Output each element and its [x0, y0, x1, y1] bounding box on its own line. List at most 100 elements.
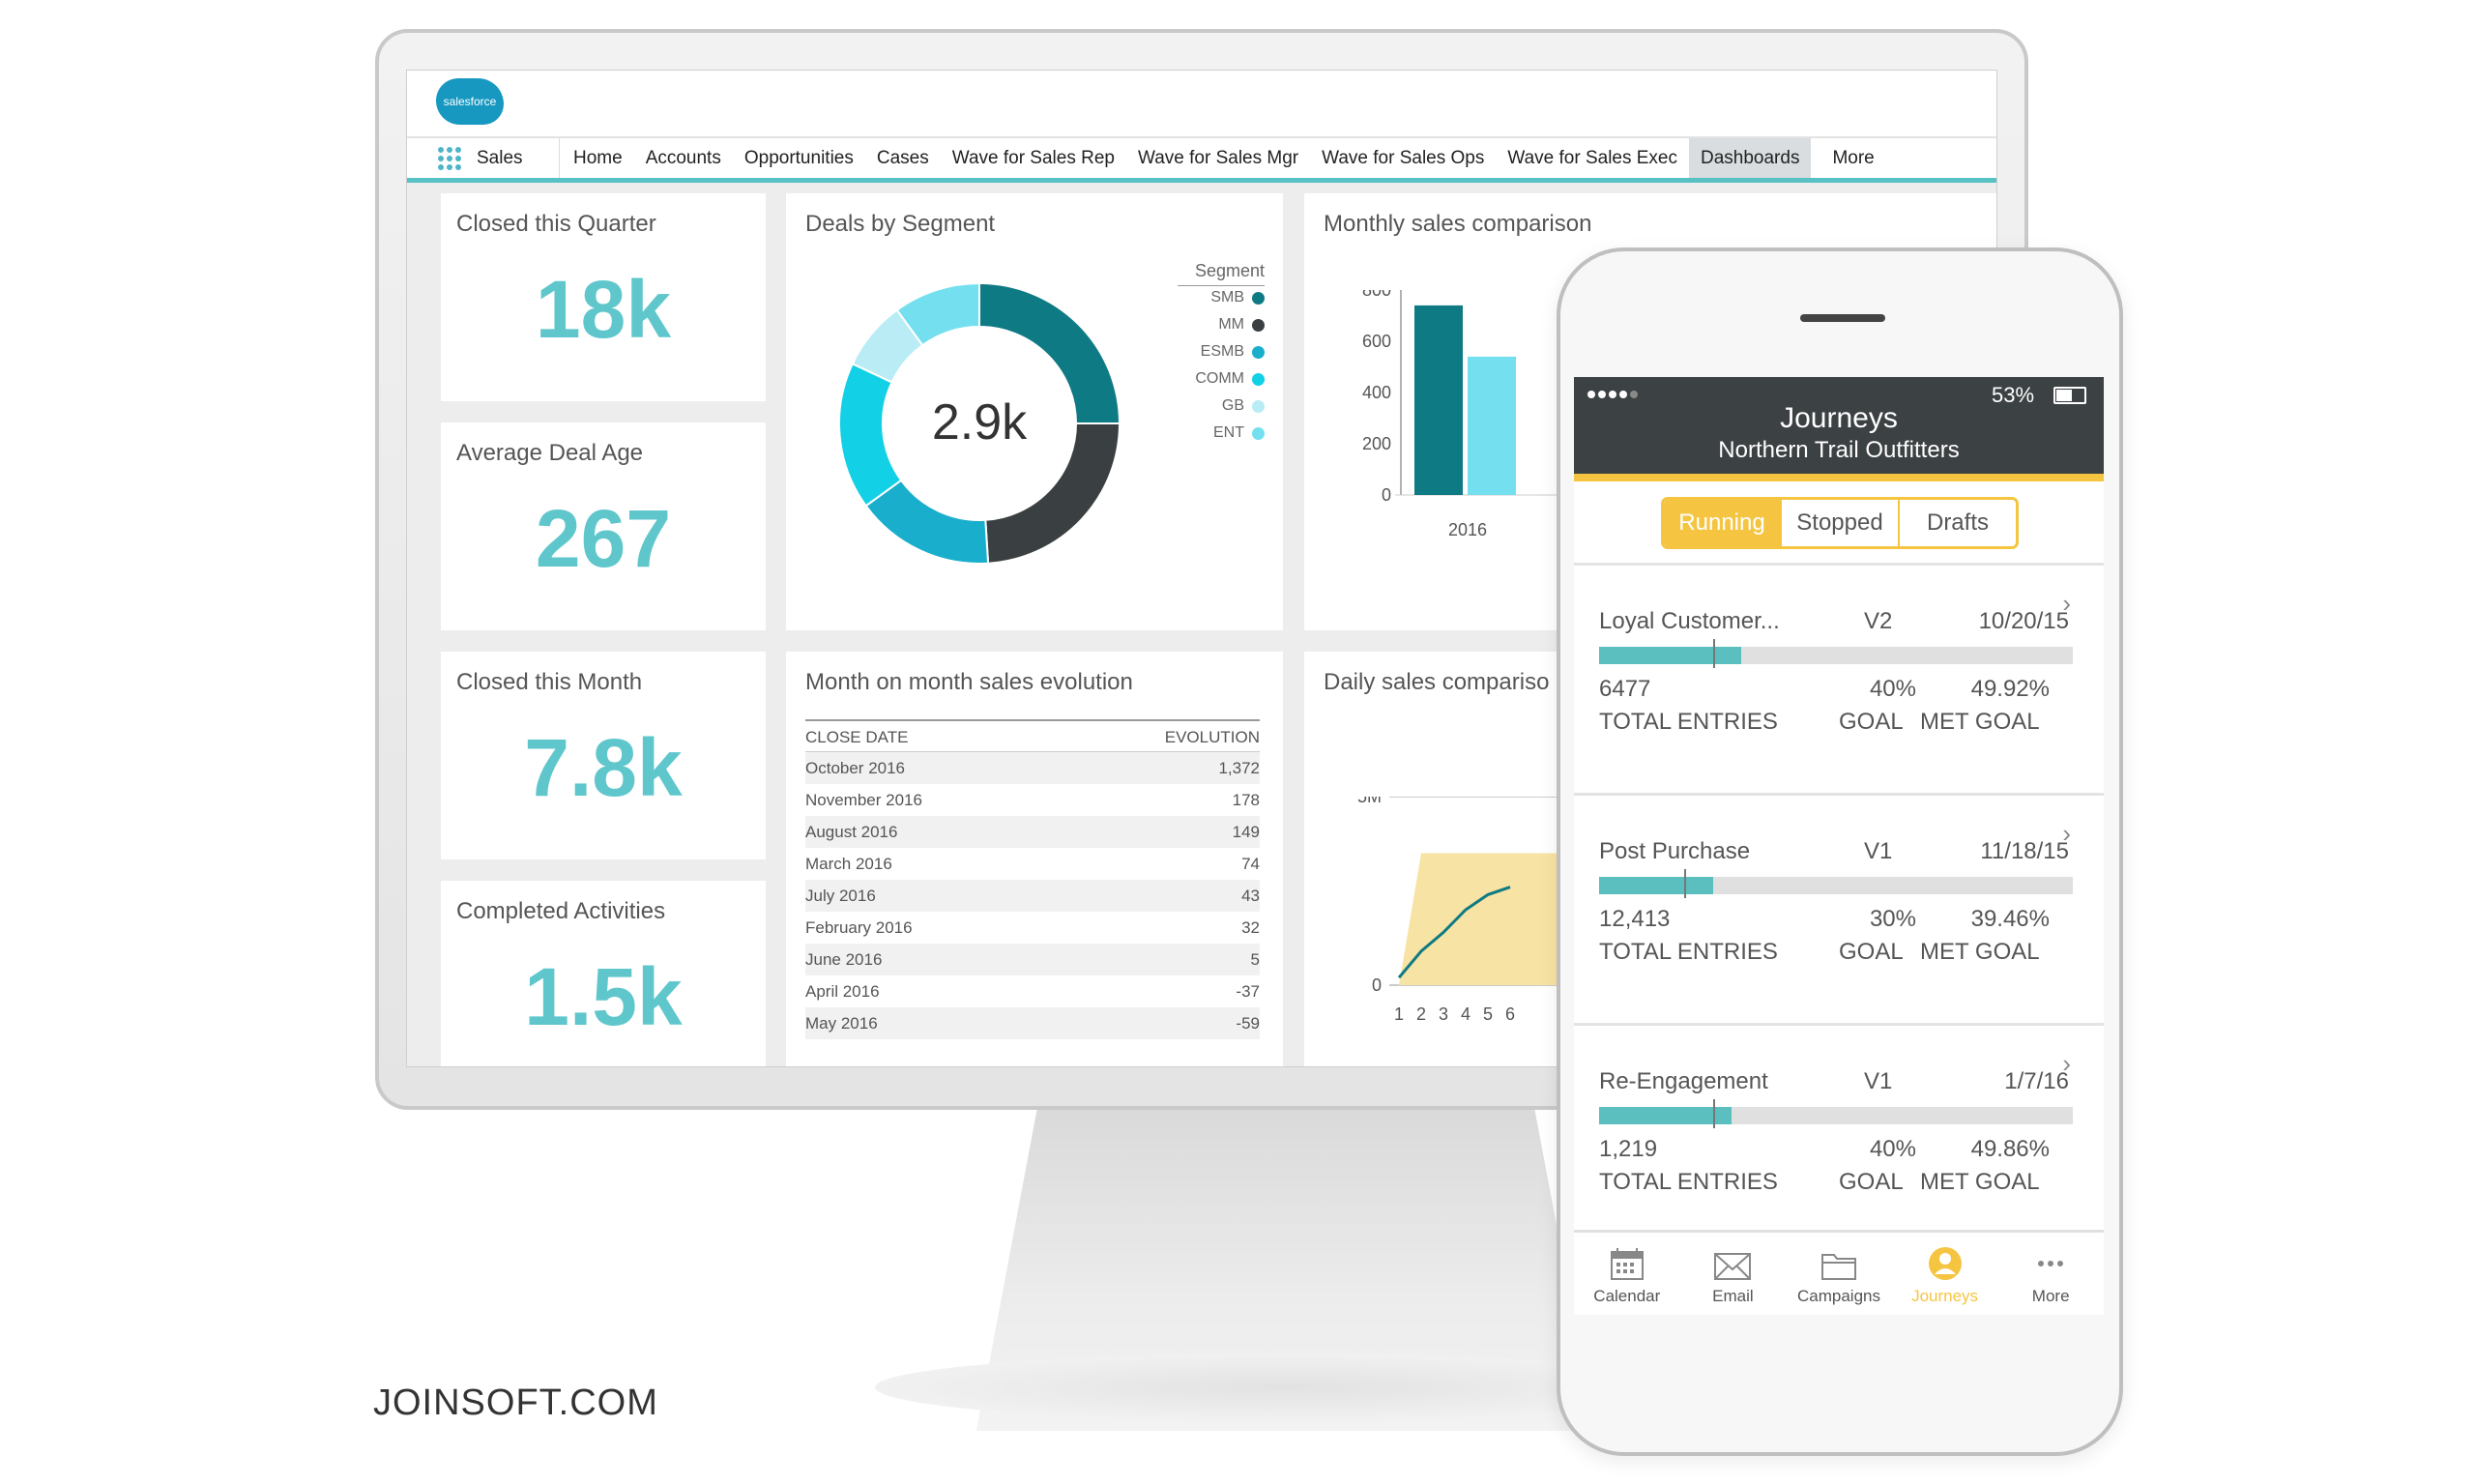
- legend-swatch: [1252, 372, 1265, 386]
- battery-percentage: 53%: [1992, 383, 2035, 407]
- journey-met-goal: 49.92%: [1970, 676, 2050, 702]
- kpi-value: 1.5k: [524, 951, 683, 1042]
- legend-swatch: [1252, 345, 1265, 359]
- journey-progress-fill: [1599, 877, 1713, 894]
- table-row[interactable]: February 2016 32: [805, 912, 1260, 944]
- brand-watermark: JOINSOFT.COM: [373, 1382, 658, 1423]
- x-tick-label: 3: [1439, 1004, 1448, 1024]
- salesforce-header: salesforce: [407, 71, 1996, 136]
- kpi-card-completed-activities: Completed Activities 1.5k: [441, 881, 766, 1066]
- segment-stopped[interactable]: Stopped: [1780, 500, 1898, 546]
- journey-card-loyal-customer[interactable]: › Loyal Customer... V2 10/20/15 6477 40% 49.92…: [1574, 563, 2104, 791]
- table-row[interactable]: April 2016 -37: [805, 975, 1260, 1007]
- table-row[interactable]: June 2016 5: [805, 944, 1260, 975]
- tab-more[interactable]: More: [1997, 1233, 2104, 1315]
- journey-card-re-engagement[interactable]: › Re-Engagement V1 1/7/16 1,219 40% 49.86% TOTA…: [1574, 1023, 2104, 1251]
- cell-evolution: 32: [1241, 917, 1260, 937]
- kpi-value: 7.8k: [524, 722, 683, 813]
- table-row[interactable]: March 2016 74: [805, 848, 1260, 880]
- bar-2016-series-2[interactable]: [1468, 356, 1516, 495]
- salesforce-logo[interactable]: salesforce: [436, 78, 504, 125]
- legend-item-mm[interactable]: MM: [1163, 314, 1265, 335]
- donut-slice-comm[interactable]: [838, 362, 903, 508]
- cell-evolution: 1,372: [1218, 758, 1260, 777]
- tab-label: Journeys: [1911, 1287, 1979, 1305]
- tab-label: Campaigns: [1796, 1287, 1880, 1305]
- tab-calendar[interactable]: Calendar: [1574, 1233, 1680, 1315]
- legend-label: ENT: [1213, 424, 1244, 441]
- folder-icon: [1818, 1244, 1860, 1287]
- y-tick-label: 0: [1372, 975, 1382, 995]
- journey-name: Post Purchase: [1599, 838, 1751, 864]
- chevron-right-icon[interactable]: ›: [2062, 819, 2071, 848]
- legend-item-esmb[interactable]: ESMB: [1163, 341, 1265, 363]
- nav-item-more[interactable]: More: [1832, 147, 1875, 168]
- legend-title: Segment: [1178, 261, 1265, 286]
- status-segmented-control: Running Stopped Drafts: [1661, 497, 2019, 549]
- bar-2016-series-1[interactable]: [1414, 305, 1463, 495]
- month-evolution-card: Month on month sales evolution CLOSE DAT…: [786, 652, 1283, 1066]
- segment-running[interactable]: Running: [1664, 500, 1780, 546]
- chevron-right-icon[interactable]: ›: [2062, 1049, 2071, 1078]
- cell-close-date: August 2016: [805, 822, 898, 841]
- journey-goal: 40%: [1869, 676, 1916, 702]
- tab-label: Email: [1712, 1287, 1754, 1305]
- tab-journeys[interactable]: Journeys: [1892, 1233, 1998, 1315]
- y-tick-label: 800: [1362, 290, 1391, 300]
- nav-item-accounts[interactable]: Accounts: [645, 147, 721, 168]
- journey-total-entries: 1,219: [1599, 1136, 1658, 1162]
- kpi-title: Average Deal Age: [456, 440, 644, 466]
- nav-item-wave-for-sales-ops[interactable]: Wave for Sales Ops: [1322, 147, 1485, 168]
- nav-item-wave-for-sales-exec[interactable]: Wave for Sales Exec: [1507, 147, 1677, 168]
- page-subtitle: Northern Trail Outfitters: [1718, 437, 1960, 463]
- kpi-card-average-deal-age: Average Deal Age 267: [441, 422, 766, 630]
- tab-email[interactable]: Email: [1680, 1233, 1787, 1315]
- daily-sales-area-chart: 5M 01 2 3 4 5 6: [1357, 797, 1575, 1024]
- area-band: [1399, 853, 1575, 985]
- nav-item-wave-for-sales-mgr[interactable]: Wave for Sales Mgr: [1137, 147, 1299, 168]
- legend-item-comm[interactable]: COMM: [1163, 368, 1265, 390]
- journey-progress-bar: [1599, 1099, 2073, 1128]
- journey-met-goal: 39.46%: [1970, 906, 2050, 932]
- evolution-table: CLOSE DATE EVOLUTION October 2016 1,372 No…: [805, 719, 1260, 1039]
- journey-name: Re-Engagement: [1599, 1068, 1768, 1094]
- segment-drafts[interactable]: Drafts: [1898, 500, 2016, 546]
- nav-item-home[interactable]: Home: [573, 147, 623, 168]
- table-row[interactable]: May 2016 -59: [805, 1007, 1260, 1039]
- app-launcher[interactable]: Sales: [407, 138, 560, 178]
- chevron-right-icon[interactable]: ›: [2062, 589, 2071, 618]
- table-row[interactable]: November 2016 178: [805, 784, 1260, 816]
- met-goal-label: MET GOAL: [1920, 939, 2040, 965]
- table-row[interactable]: August 2016 149: [805, 816, 1260, 848]
- phone-screen: 53% Journeys Northern Trail Outfitters R…: [1574, 377, 2104, 1315]
- journey-total-entries: 6477: [1599, 676, 1651, 702]
- table-header: CLOSE DATE EVOLUTION: [805, 721, 1260, 752]
- nav-item-wave-for-sales-rep[interactable]: Wave for Sales Rep: [951, 147, 1115, 168]
- card-title: Monthly sales comparison: [1324, 211, 1592, 237]
- legend-swatch: [1252, 291, 1265, 305]
- bottom-tab-bar: Calendar Email Campaigns Journeys More: [1574, 1230, 2104, 1315]
- column-header-evolution[interactable]: EVOLUTION: [1164, 728, 1260, 746]
- journey-card-post-purchase[interactable]: › Post Purchase V1 11/18/15 12,413 30% 39.46% T…: [1574, 793, 2104, 1021]
- legend-item-smb[interactable]: SMB: [1163, 287, 1265, 308]
- legend-item-ent[interactable]: ENT: [1163, 422, 1265, 444]
- legend-item-gb[interactable]: GB: [1163, 395, 1265, 417]
- tab-campaigns[interactable]: Campaigns: [1786, 1233, 1892, 1315]
- column-header-close-date[interactable]: CLOSE DATE: [805, 728, 909, 746]
- journey-goal-marker: [1712, 639, 1715, 668]
- daily-sales-line[interactable]: [1397, 886, 1511, 979]
- donut-slice-ent[interactable]: [895, 281, 980, 347]
- legend-swatch: [1252, 318, 1265, 332]
- journey-progress-bar: [1599, 639, 2073, 668]
- cell-evolution: 74: [1241, 854, 1260, 873]
- nav-item-dashboards[interactable]: Dashboards: [1689, 138, 1812, 178]
- table-row[interactable]: October 2016 1,372: [805, 752, 1260, 784]
- table-row[interactable]: July 2016 43: [805, 880, 1260, 912]
- legend-label: ESMB: [1200, 343, 1244, 360]
- kpi-title: Closed this Month: [456, 669, 643, 695]
- nav-item-opportunities[interactable]: Opportunities: [743, 147, 854, 168]
- legend-label: COMM: [1195, 370, 1244, 387]
- nav-item-cases[interactable]: Cases: [876, 147, 929, 168]
- app-grid-icon[interactable]: [438, 146, 461, 170]
- cell-close-date: May 2016: [805, 1013, 878, 1033]
